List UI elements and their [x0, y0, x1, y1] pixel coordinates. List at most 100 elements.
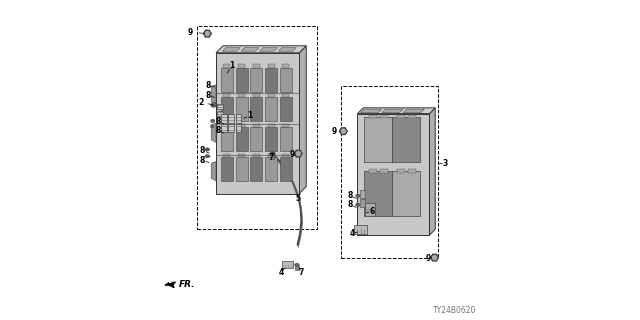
Bar [282, 64, 289, 68]
Polygon shape [339, 128, 347, 134]
Bar [250, 157, 262, 181]
Ellipse shape [270, 152, 275, 156]
Bar [228, 124, 234, 132]
Text: 9: 9 [188, 28, 193, 36]
Text: 8: 8 [200, 146, 205, 155]
Polygon shape [165, 282, 175, 286]
Bar [238, 94, 245, 97]
Text: 9: 9 [289, 150, 294, 159]
Ellipse shape [205, 155, 209, 158]
Polygon shape [241, 48, 259, 51]
Bar [265, 97, 277, 121]
Bar [221, 124, 227, 132]
Ellipse shape [211, 103, 216, 107]
Bar [280, 97, 292, 121]
Polygon shape [211, 85, 216, 104]
Bar [197, 26, 317, 229]
Text: 7: 7 [268, 153, 274, 162]
Bar [223, 124, 230, 127]
Bar [380, 115, 388, 118]
Bar [271, 155, 274, 159]
Bar [236, 114, 241, 123]
Bar [221, 114, 227, 123]
Bar [250, 97, 262, 121]
Bar [296, 266, 298, 270]
Ellipse shape [356, 203, 360, 206]
Ellipse shape [295, 263, 300, 267]
Bar [392, 117, 420, 162]
Bar [223, 64, 230, 68]
Bar [360, 199, 365, 207]
Bar [268, 64, 275, 68]
Bar [253, 94, 260, 97]
Bar [265, 127, 277, 151]
Text: 3: 3 [443, 159, 448, 168]
Polygon shape [433, 256, 436, 260]
Polygon shape [260, 48, 278, 51]
Bar [357, 114, 429, 235]
Text: 1: 1 [248, 111, 253, 120]
Bar [340, 86, 438, 258]
Ellipse shape [211, 125, 214, 128]
Polygon shape [296, 152, 300, 156]
Ellipse shape [205, 148, 209, 151]
Polygon shape [216, 46, 307, 53]
Bar [221, 68, 233, 92]
Ellipse shape [356, 194, 360, 197]
Bar [238, 154, 245, 157]
Bar [268, 124, 275, 127]
Text: 7: 7 [299, 268, 304, 277]
Bar [355, 225, 367, 234]
Polygon shape [382, 109, 403, 113]
Bar [265, 68, 277, 92]
Bar [369, 169, 376, 173]
Polygon shape [205, 32, 209, 36]
Bar [236, 68, 248, 92]
Bar [236, 157, 248, 181]
Polygon shape [223, 48, 241, 51]
Bar [408, 169, 416, 173]
Bar [280, 157, 292, 181]
Bar [365, 203, 375, 216]
Bar [282, 261, 293, 268]
Bar [265, 157, 277, 181]
Bar [221, 157, 233, 181]
Polygon shape [294, 150, 302, 157]
Text: 8: 8 [347, 200, 353, 209]
Bar [236, 97, 248, 121]
Bar [250, 68, 262, 92]
Text: 4: 4 [278, 268, 284, 277]
Text: 8: 8 [200, 156, 205, 164]
Text: 8: 8 [216, 117, 221, 126]
Text: TY24B0620: TY24B0620 [433, 306, 477, 315]
Polygon shape [204, 30, 211, 37]
Ellipse shape [211, 119, 215, 123]
Bar [392, 171, 420, 216]
Bar [369, 115, 376, 118]
Bar [253, 64, 260, 68]
Bar [221, 97, 233, 121]
Bar [238, 124, 245, 127]
Bar [397, 169, 404, 173]
Bar [217, 104, 223, 109]
Text: 8: 8 [347, 191, 353, 200]
Bar [280, 68, 292, 92]
Text: 8: 8 [216, 126, 221, 135]
Bar [250, 127, 262, 151]
Bar [216, 53, 300, 194]
Bar [408, 115, 416, 118]
Bar [280, 127, 292, 151]
Bar [253, 154, 260, 157]
Bar [380, 169, 388, 173]
Bar [360, 190, 365, 198]
Text: 8: 8 [205, 91, 211, 100]
Polygon shape [300, 46, 307, 194]
Text: FR.: FR. [179, 280, 195, 289]
Bar [228, 114, 234, 123]
Bar [223, 94, 230, 97]
Bar [282, 154, 289, 157]
Bar [221, 127, 233, 151]
Bar [364, 171, 392, 216]
Text: 9: 9 [332, 127, 337, 136]
Polygon shape [429, 108, 435, 235]
